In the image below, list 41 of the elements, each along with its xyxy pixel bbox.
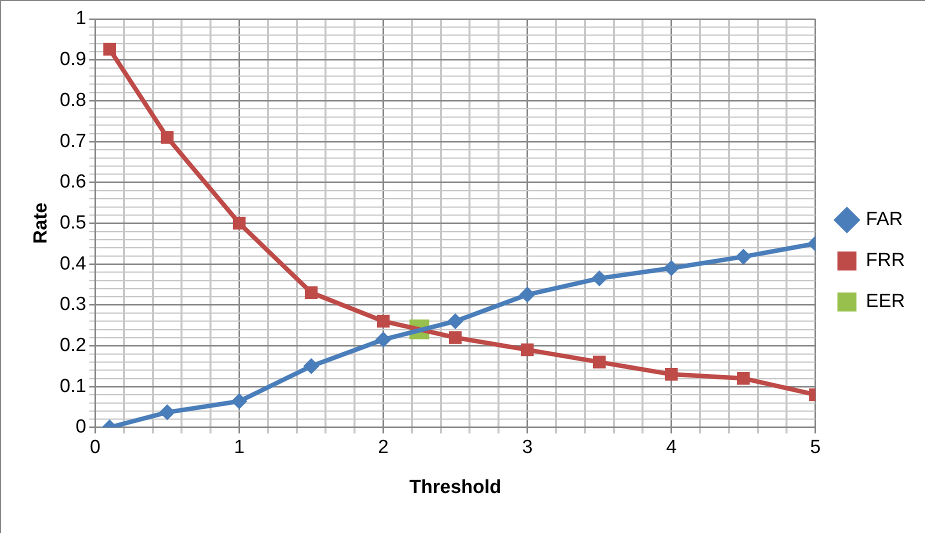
legend-label: FRR: [866, 250, 905, 272]
point: [447, 313, 464, 330]
point: [376, 314, 390, 328]
x-tick-label: 4: [666, 437, 678, 458]
point: [160, 131, 174, 144]
y-tick-label: 0.4: [60, 253, 87, 274]
x-tick-label: 2: [378, 437, 389, 458]
point: [520, 343, 534, 356]
x-tick-label: 1: [234, 437, 245, 458]
point: [159, 404, 176, 420]
legend-label: FAR: [866, 209, 903, 230]
point: [663, 260, 680, 276]
x-tick-label: 0: [90, 437, 100, 458]
y-tick-label: 0.1: [60, 376, 86, 397]
x-tick-label: 3: [522, 437, 533, 458]
point: [665, 368, 678, 381]
x-axis-title: Threshold: [409, 476, 502, 498]
point: [519, 286, 536, 303]
point: [231, 393, 248, 410]
legend-label: EER: [866, 291, 906, 312]
point: [737, 372, 750, 385]
y-tick-label: 0.6: [60, 172, 86, 193]
y-tick-label: 0.3: [60, 294, 86, 316]
point: [103, 42, 116, 56]
y-tick-label: 1: [76, 8, 86, 30]
point: [375, 332, 392, 348]
y-tick-label: 0.9: [60, 49, 86, 70]
y-tick-label: 0.8: [60, 90, 86, 111]
y-tick-label: 0: [76, 416, 86, 438]
y-tick-label: 0.2: [60, 334, 86, 356]
point: [593, 356, 606, 368]
point: [232, 216, 246, 230]
x-tick-label: 5: [810, 437, 821, 458]
point: [303, 358, 320, 374]
point: [735, 248, 752, 265]
point: [448, 331, 462, 344]
y-tick-label: 0.7: [60, 130, 86, 152]
point: [304, 286, 318, 299]
point: [591, 270, 608, 286]
y-tick-label: 0.5: [60, 212, 86, 234]
y-axis-title: Rate: [30, 202, 52, 244]
